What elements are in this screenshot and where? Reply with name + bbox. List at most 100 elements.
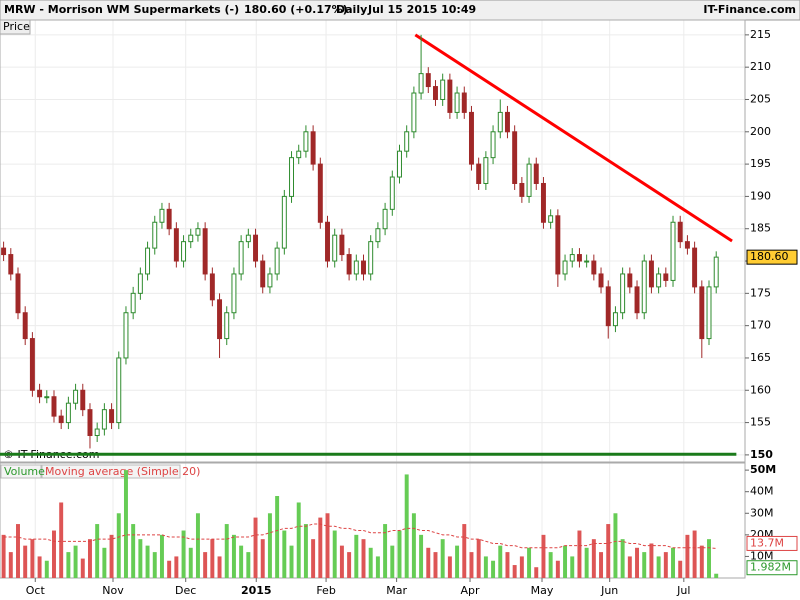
volume-bar [440, 539, 445, 578]
candle-body [109, 409, 115, 424]
volume-bar [30, 539, 35, 578]
volume-bar [224, 524, 229, 578]
volume-bar [591, 539, 596, 578]
volume-bar [671, 547, 675, 578]
volume-bar [714, 573, 719, 578]
y-tick-label: 200 [750, 125, 771, 138]
last-value-label: 1.982M [750, 561, 791, 574]
volume-bar [534, 567, 539, 578]
x-tick-label: 2015 [241, 584, 272, 597]
volume-bar [267, 513, 272, 578]
y-tick-label: 205 [750, 92, 771, 105]
candle-body [648, 260, 654, 288]
candle-body [468, 111, 474, 165]
volume-bar [318, 517, 323, 578]
x-tick-label: Feb [316, 584, 335, 597]
volume-bar [555, 560, 560, 578]
candle-body [562, 260, 568, 275]
volume-bar [210, 539, 215, 578]
y-tick-label: 30M [750, 506, 774, 519]
candle-body [497, 111, 503, 133]
candle-body [289, 157, 295, 197]
candle-body [548, 215, 554, 223]
y-tick-label: 40M [750, 485, 774, 498]
volume-bar [231, 534, 236, 578]
candle-body [512, 131, 518, 184]
candle-body [612, 312, 618, 327]
candle-body [361, 260, 366, 275]
volume-bar [246, 552, 251, 578]
volume-bar [426, 547, 431, 578]
candle-body [634, 286, 640, 314]
volume-bar [483, 556, 488, 578]
volume-bar [260, 539, 265, 578]
candle-body [202, 228, 208, 275]
last-value-box [746, 249, 798, 265]
legend-box [41, 464, 181, 479]
candle-body [620, 273, 626, 314]
volume-bar [109, 534, 114, 578]
volume-bar [167, 560, 172, 578]
volume-bar [102, 547, 107, 578]
brand: IT-Finance.com [703, 3, 796, 16]
candle-body [145, 247, 151, 275]
candle-body [137, 273, 143, 294]
volume-bar [584, 547, 589, 578]
candle-body [555, 215, 561, 275]
legend-ma: Moving average (Simple 20) [45, 465, 200, 478]
candle-body [94, 428, 100, 437]
y-tick-label: 215 [750, 28, 771, 41]
trendline [414, 33, 733, 243]
volume-bar [663, 552, 668, 578]
volume-bar [678, 560, 683, 578]
volume-bar [95, 524, 100, 578]
x-tick-label: Jul [676, 584, 690, 597]
candle-body [346, 254, 352, 275]
volume-bar [512, 565, 517, 578]
candle-body [641, 260, 647, 314]
volume-bar [52, 530, 56, 578]
candle-body [519, 182, 525, 197]
candle-body [677, 221, 683, 243]
candle-body [58, 415, 64, 424]
candle-body [454, 92, 460, 113]
volume-bar [159, 534, 164, 578]
candle-body [65, 402, 71, 424]
y-tick-label: 160 [750, 383, 771, 396]
last-value-label: 13.7M [750, 536, 784, 549]
candle-body [382, 208, 388, 230]
volume-bar [699, 545, 704, 578]
candle-body [713, 256, 719, 288]
x-tick-label: Oct [26, 584, 46, 597]
volume-bar [37, 556, 42, 578]
candle-body [209, 273, 215, 301]
volume-bar [462, 524, 467, 578]
candle-body [461, 92, 467, 113]
candle-body [245, 234, 251, 243]
candle-body [476, 163, 482, 184]
volume-bar [253, 517, 258, 578]
y-tick-label: 50M [750, 463, 776, 476]
candle-body [51, 396, 57, 417]
volume-bar [354, 534, 359, 578]
last-value-box [746, 560, 798, 576]
y-tick-label: 210 [750, 60, 771, 73]
volume-bar [404, 474, 409, 578]
candle-body [296, 150, 302, 159]
candle-body [1, 247, 7, 256]
volume-bar [282, 530, 287, 578]
volume-bar [80, 558, 85, 578]
volume-bar [368, 547, 373, 578]
candle-body [447, 79, 453, 113]
volume-bar [563, 545, 568, 578]
volume-bar [152, 552, 157, 578]
volume-bar [620, 539, 625, 578]
candle-body [29, 338, 35, 391]
candle-body [173, 228, 179, 262]
price-panel [0, 19, 746, 463]
period: Daily [336, 3, 367, 16]
candle-body [238, 241, 244, 275]
volume-bar [59, 502, 64, 578]
candle-body [504, 111, 510, 133]
